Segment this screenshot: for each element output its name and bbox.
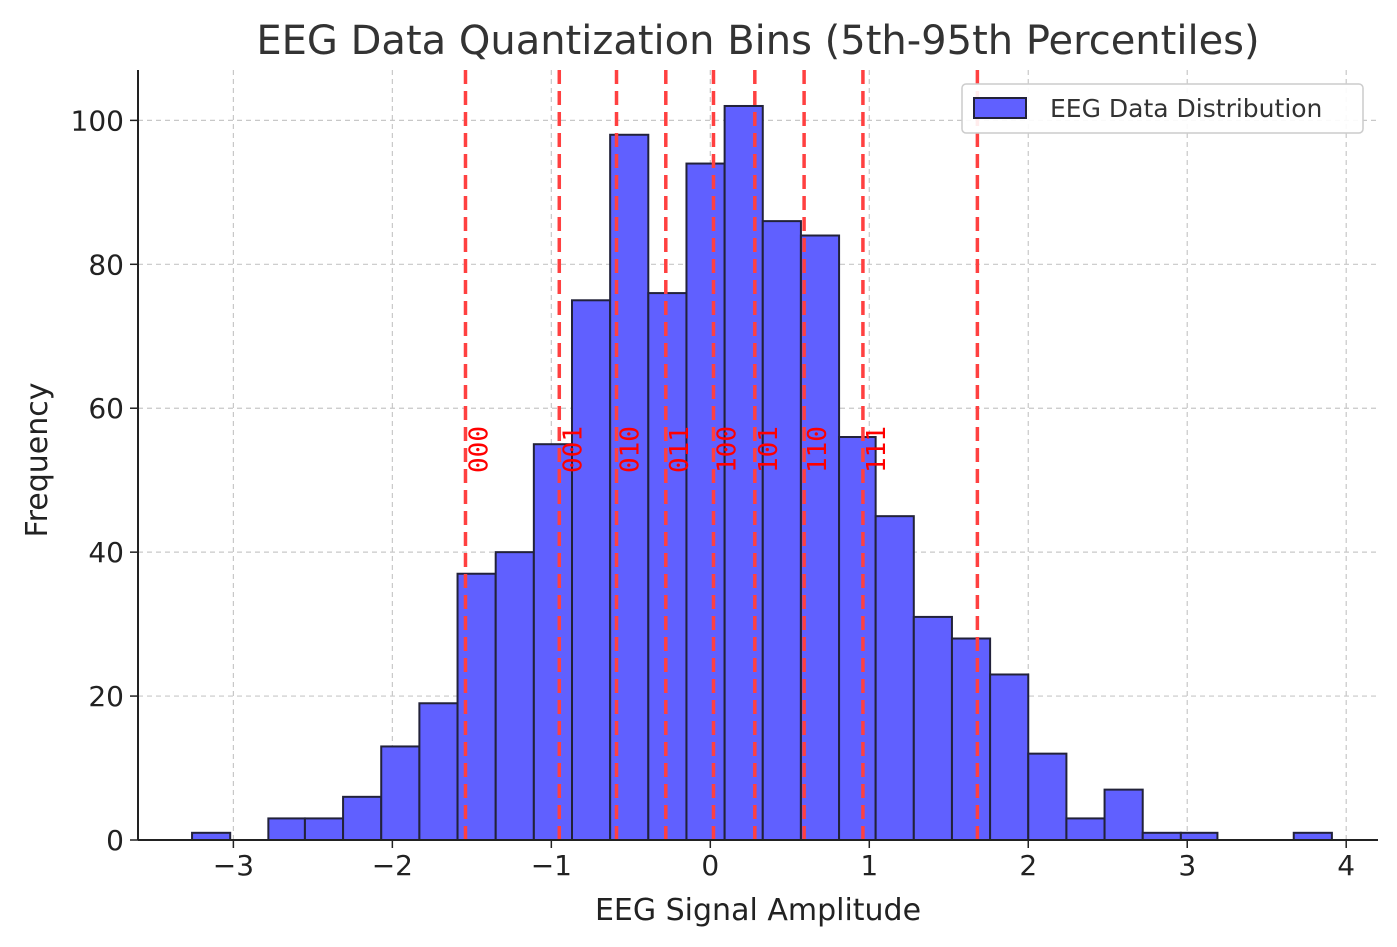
quantization-lines — [463, 70, 980, 840]
x-tick-label: 1 — [860, 849, 878, 882]
histogram-bar — [418, 702, 459, 842]
histogram-bar — [303, 817, 345, 841]
x-tick-label: −3 — [213, 849, 254, 882]
chart-title: EEG Data Quantization Bins (5th-95th Per… — [256, 18, 1259, 64]
histogram-bar — [761, 220, 802, 841]
x-axis-label: EEG Signal Amplitude — [595, 893, 921, 928]
histogram-bar — [799, 234, 841, 841]
histogram-bar — [571, 299, 612, 841]
quantization-label-110: 110 — [803, 426, 833, 473]
legend-swatch — [973, 97, 1027, 119]
histogram-bar — [267, 817, 306, 841]
x-tick-label: 4 — [1337, 849, 1355, 882]
histogram-bar — [838, 436, 877, 841]
x-tick-label: 3 — [1178, 849, 1196, 882]
quantization-label-100: 100 — [712, 426, 742, 473]
histogram-bar — [874, 515, 915, 841]
y-ticks: 0 20 40 60 80 100 — [71, 104, 138, 857]
bars — [191, 104, 1333, 842]
quantization-label-011: 011 — [665, 426, 695, 473]
histogram-bar — [1292, 831, 1333, 841]
x-tick-label: 0 — [701, 849, 719, 882]
histogram-bar — [494, 551, 535, 841]
y-tick-label: 100 — [71, 104, 124, 137]
quantization-label-001: 001 — [558, 426, 588, 473]
x-tick-label: −2 — [372, 849, 413, 882]
histogram-bar — [191, 831, 232, 841]
quantization-labels: 000 001 010 011 100 101 110 111 — [464, 426, 891, 473]
histogram-bar — [950, 637, 992, 842]
y-tick-label: 0 — [106, 824, 124, 857]
quantization-label-010: 010 — [616, 426, 646, 473]
x-ticks: −3 −2 −1 0 1 2 3 4 — [213, 840, 1355, 882]
legend-box — [961, 83, 1364, 134]
histogram-bar — [456, 572, 497, 842]
histogram-bar — [685, 162, 726, 842]
histogram-bar — [1103, 788, 1144, 841]
histogram-bar — [912, 615, 953, 841]
histogram-bar — [989, 673, 1030, 841]
x-tick-label: −1 — [531, 849, 572, 882]
histogram-bar — [1141, 831, 1182, 841]
y-tick-label: 60 — [88, 392, 124, 425]
legend-label: EEG Data Distribution — [1050, 94, 1322, 123]
y-tick-label: 80 — [88, 248, 124, 281]
histogram-bar — [380, 745, 421, 842]
y-tick-label: 40 — [88, 536, 124, 569]
histogram-bar — [532, 443, 573, 841]
axes — [137, 70, 1378, 841]
histogram-bar — [1179, 831, 1219, 841]
quantization-label-101: 101 — [754, 426, 784, 473]
quantization-label-000: 000 — [464, 426, 494, 473]
y-tick-label: 20 — [88, 680, 124, 713]
x-tick-label: 2 — [1019, 849, 1037, 882]
quantization-label-111: 111 — [862, 426, 892, 473]
legend: EEG Data Distribution — [961, 83, 1364, 134]
histogram-bar — [342, 795, 383, 842]
y-axis-label: Frequency — [20, 383, 55, 538]
histogram-bar — [1027, 752, 1068, 841]
histogram-bar — [1065, 817, 1106, 841]
